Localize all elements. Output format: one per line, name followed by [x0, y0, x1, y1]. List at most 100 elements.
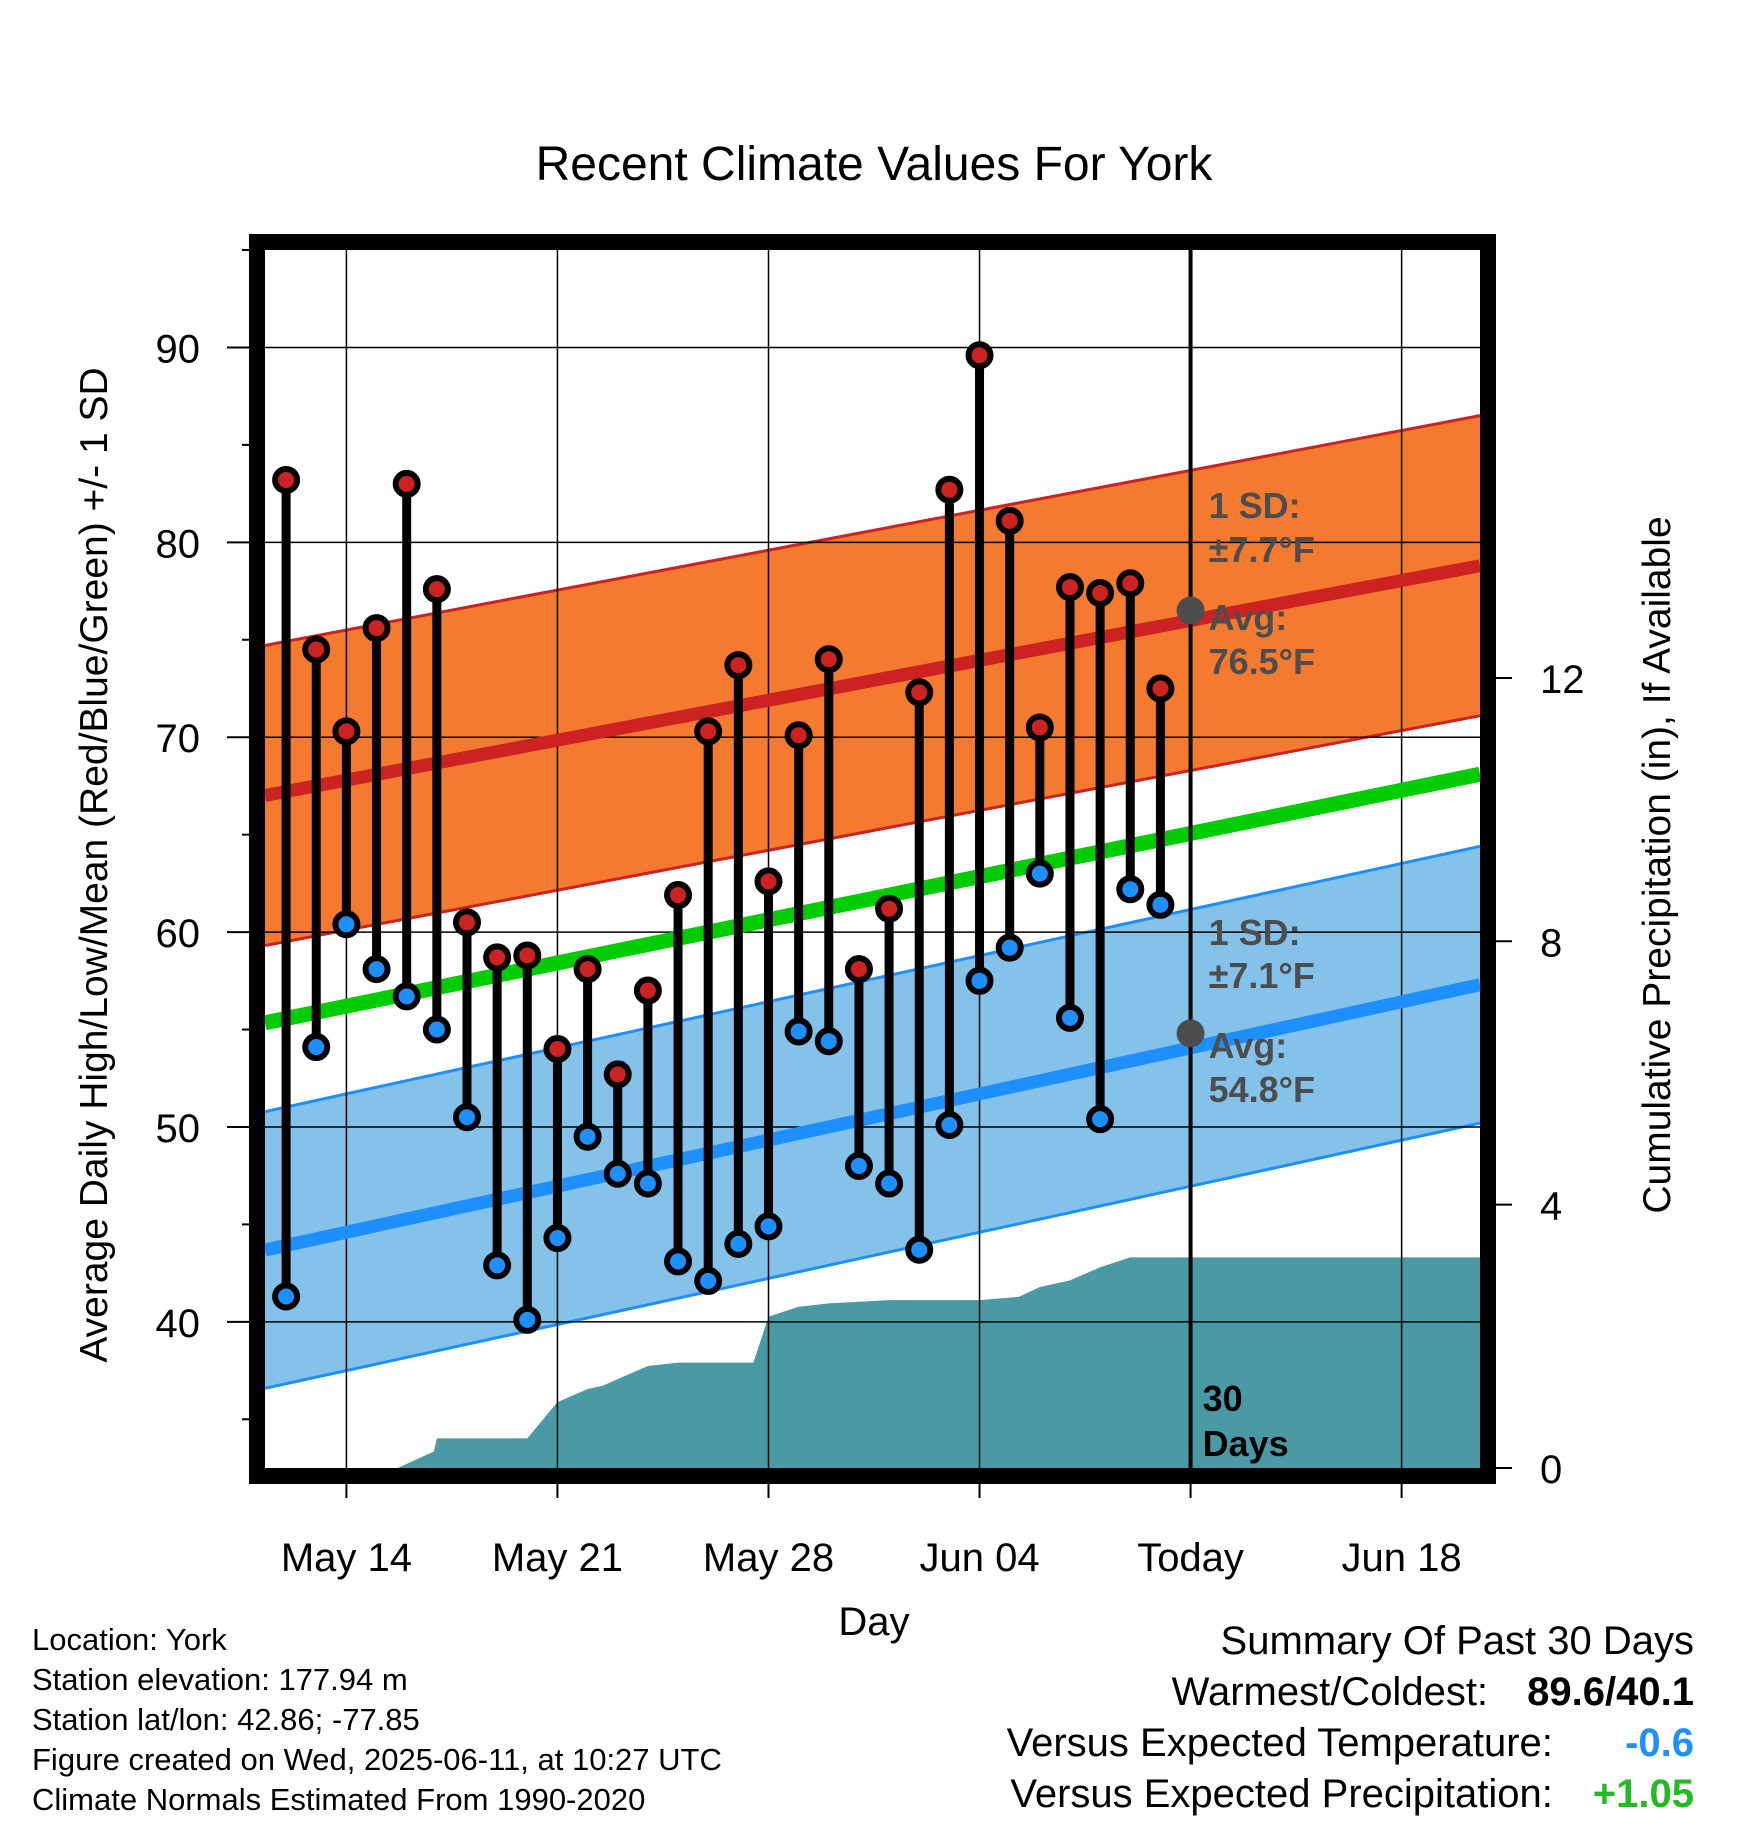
daily-high-point [1086, 578, 1115, 607]
high-avg-value: 76.5°F [1209, 641, 1315, 682]
warmest-coldest-label: Warmest/Coldest: [1171, 1670, 1489, 1714]
daily-high-point [272, 465, 301, 494]
location-text: Location: York [32, 1622, 227, 1657]
daily-low-point [543, 1224, 572, 1253]
daily-high-point [694, 717, 723, 746]
daily-high-point [573, 955, 602, 984]
daily-high-point [452, 908, 481, 937]
daily-low-point [965, 966, 994, 995]
today-low-avg-dot [1176, 1019, 1205, 1048]
daily-low-point [332, 910, 361, 939]
elevation-text: Station elevation: 177.94 m [32, 1662, 408, 1697]
daily-high-point [784, 721, 813, 750]
daily-low-point [603, 1159, 632, 1188]
summary-precip: Versus Expected Precipitation: +1.05 [1007, 1769, 1694, 1820]
x-tick-label: May 14 [281, 1536, 412, 1580]
normal-low-band-lower-edge [265, 1121, 1480, 1390]
chart-title: Recent Climate Values For York [536, 138, 1214, 191]
daily-low-point [935, 1111, 964, 1140]
temp-value: -0.6 [1625, 1721, 1694, 1765]
high-sd-label: 1 SD: [1209, 485, 1301, 526]
y-axis-label-left: Average Daily High/Low/Mean (Red/Blue/Gr… [73, 367, 116, 1362]
y-tick-label-left: 80 [156, 522, 201, 566]
daily-low-point [302, 1033, 331, 1062]
daily-low-point [362, 955, 391, 984]
daily-low-point [1055, 1003, 1084, 1032]
low-avg-label: Avg: [1209, 1025, 1288, 1066]
x-tick-label: May 28 [703, 1536, 834, 1580]
daily-high-point [633, 976, 662, 1005]
normals-text: Climate Normals Estimated From 1990-2020 [32, 1782, 646, 1817]
y-axis-label-right: Cumulative Precipitation (in), If Availa… [1636, 516, 1679, 1213]
daily-low-point [392, 982, 421, 1011]
daily-high-point [513, 941, 542, 970]
daily-low-point [1146, 890, 1175, 919]
daily-low-point [272, 1282, 301, 1311]
y-tick-label-left: 90 [156, 327, 201, 371]
summary-warmest-coldest: Warmest/Coldest: 89.6/40.1 [1007, 1667, 1694, 1718]
high-avg-label: Avg: [1209, 597, 1288, 638]
daily-low-point [995, 933, 1024, 962]
daily-low-point [633, 1169, 662, 1198]
x-tick-label: Jun 18 [1342, 1536, 1462, 1580]
daily-low-point [754, 1212, 783, 1241]
daily-high-point [1116, 569, 1145, 598]
daily-high-point [995, 506, 1024, 535]
precip-label: Versus Expected Precipitation: [1010, 1772, 1553, 1816]
today-high-avg-dot [1176, 596, 1205, 625]
daily-high-point [724, 651, 753, 680]
daily-low-point [513, 1305, 542, 1334]
precip-value: +1.05 [1592, 1772, 1694, 1816]
daily-high-point [1055, 573, 1084, 602]
y-tick-label-right: 4 [1540, 1185, 1562, 1229]
daily-low-point [1116, 875, 1145, 904]
daily-high-point [603, 1060, 632, 1089]
latlon-text: Station lat/lon: 42.86; -77.85 [32, 1702, 420, 1737]
low-avg-value: 54.8°F [1209, 1069, 1315, 1110]
daily-high-point [965, 341, 994, 370]
x-tick-label: May 21 [492, 1536, 623, 1580]
window-unit-label: Days [1203, 1423, 1289, 1464]
daily-high-point [392, 469, 421, 498]
daily-low-point [664, 1247, 693, 1276]
cumulative-precip-area [397, 1257, 1480, 1468]
normal-high-line [265, 559, 1480, 802]
daily-low-point [844, 1151, 873, 1180]
y-tick-label-right: 12 [1540, 658, 1585, 702]
y-tick-label-left: 60 [156, 912, 201, 956]
x-tick-label: Jun 04 [919, 1536, 1039, 1580]
y-tick-label-left: 40 [156, 1302, 201, 1346]
high-sd-value: ±7.7°F [1209, 529, 1315, 570]
daily-high-point [875, 894, 904, 923]
daily-low-point [694, 1266, 723, 1295]
normal-low-line [265, 978, 1480, 1257]
plot-border [249, 234, 1496, 1484]
daily-high-point [483, 943, 512, 972]
daily-high-point [422, 575, 451, 604]
daily-low-point [905, 1235, 934, 1264]
daily-high-point [664, 881, 693, 910]
y-tick-label-left: 70 [156, 717, 201, 761]
daily-low-point [875, 1169, 904, 1198]
daily-high-point [1025, 713, 1054, 742]
warmest-coldest-value: 89.6/40.1 [1527, 1670, 1694, 1714]
y-tick-label-right: 8 [1540, 921, 1562, 965]
daily-high-point [935, 475, 964, 504]
daily-high-point [754, 867, 783, 896]
daily-high-point [905, 678, 934, 707]
station-info: Location: York Station elevation: 177.94… [32, 1620, 722, 1820]
temp-label: Versus Expected Temperature: [1006, 1721, 1553, 1765]
daily-low-point [784, 1017, 813, 1046]
daily-low-point [1086, 1105, 1115, 1134]
daily-low-point [452, 1103, 481, 1132]
daily-low-point [1025, 859, 1054, 888]
daily-high-point [1146, 674, 1175, 703]
x-axis-label: Day [838, 1600, 909, 1644]
summary-heading: Summary Of Past 30 Days [1220, 1619, 1694, 1663]
low-sd-label: 1 SD: [1209, 912, 1301, 953]
summary-panel: Summary Of Past 30 Days Warmest/Coldest:… [1007, 1616, 1694, 1820]
daily-high-point [362, 614, 391, 643]
